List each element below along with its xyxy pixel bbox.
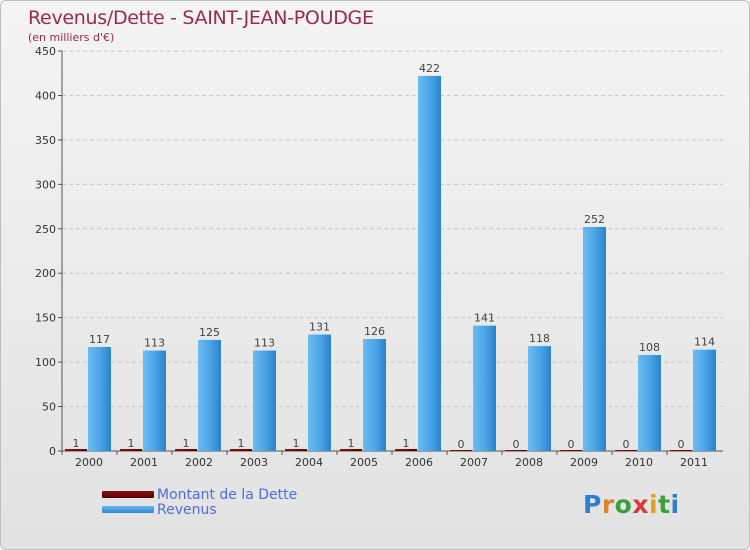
debt-bar [120,449,142,451]
legend-item-revenue: Revenus [102,501,297,518]
x-tick-label: 2010 [625,456,653,469]
debt-bar [395,449,417,451]
debt-value-label: 0 [513,438,520,451]
revenue-value-label: 126 [364,325,385,338]
revenue-value-label: 141 [474,312,495,325]
revenue-value-label: 114 [694,336,715,349]
x-tick-label: 2009 [570,456,598,469]
revenue-bar [638,355,661,451]
revenue-bar [253,350,276,451]
legend-item-debt: Montant de la Dette [102,486,298,503]
debt-bar [615,450,637,451]
debt-value-label: 0 [458,438,465,451]
x-tick-label: 2005 [350,456,378,469]
debt-value-label: 0 [568,438,575,451]
debt-value-label: 1 [238,437,245,450]
revenue-bar [308,334,331,451]
proxiti-logo: Proxiti [583,490,680,519]
revenue-bar [528,346,551,451]
debt-bar [670,450,692,451]
y-tick-label: 400 [35,89,56,102]
revenue-value-label: 422 [419,62,440,75]
debt-value-label: 0 [678,438,685,451]
revenue-bar [473,325,496,451]
revenue-value-label: 131 [309,321,330,334]
revenue-bar [198,339,221,451]
x-tick-label: 2007 [460,456,488,469]
debt-bar [340,449,362,451]
legend-label-revenue: Revenus [157,501,217,518]
chart-title: Revenus/Dette - SAINT-JEAN-POUDGE [28,7,374,29]
debt-bar [450,450,472,451]
y-tick-label: 250 [35,223,56,236]
debt-bar [560,450,582,451]
debt-value-label: 1 [293,437,300,450]
debt-value-label: 1 [348,437,355,450]
y-tick-label: 200 [35,267,56,280]
debt-bar [285,449,307,451]
revenue-bar [363,339,386,451]
revenue-value-label: 252 [584,213,605,226]
debt-bar [230,449,252,451]
revenue-value-label: 108 [639,341,660,354]
revenue-value-label: 113 [254,337,275,350]
x-tick-label: 2001 [130,456,158,469]
revenue-bar [418,75,441,451]
x-tick-label: 2000 [75,456,103,469]
y-tick-label: 350 [35,134,56,147]
x-tick-label: 2008 [515,456,543,469]
debt-value-label: 1 [128,437,135,450]
chart-subtitle: (en milliers d'€) [28,31,115,44]
x-tick-label: 2011 [680,456,708,469]
y-tick-label: 50 [42,401,56,414]
legend-label-debt: Montant de la Dette [157,486,298,503]
x-tick-label: 2004 [295,456,323,469]
y-tick-label: 300 [35,178,56,191]
debt-bar [505,450,527,451]
y-tick-label: 100 [35,356,56,369]
revenue-value-label: 118 [529,332,550,345]
debt-value-label: 1 [183,437,190,450]
legend-swatch-revenue [102,506,154,513]
debt-bar [175,449,197,451]
y-tick-label: 450 [35,45,56,58]
x-tick-label: 2003 [240,456,268,469]
chart-legend: Montant de la Dette Revenus [102,486,298,518]
y-tick-label: 150 [35,312,56,325]
x-tick-label: 2002 [185,456,213,469]
debt-value-label: 1 [403,437,410,450]
y-tick-label: 0 [49,445,56,458]
x-tick-label: 2006 [405,456,433,469]
debt-bar [65,449,87,451]
revenue-bar [583,227,606,451]
revenue-value-label: 113 [144,337,165,350]
revenue-value-label: 117 [89,333,110,346]
revenue-bar [88,347,111,451]
legend-swatch-debt [102,491,154,498]
debt-value-label: 0 [623,438,630,451]
revenue-bar [143,350,166,451]
revenue-value-label: 125 [199,326,220,339]
debt-value-label: 1 [73,437,80,450]
revenue-bar [693,349,716,451]
